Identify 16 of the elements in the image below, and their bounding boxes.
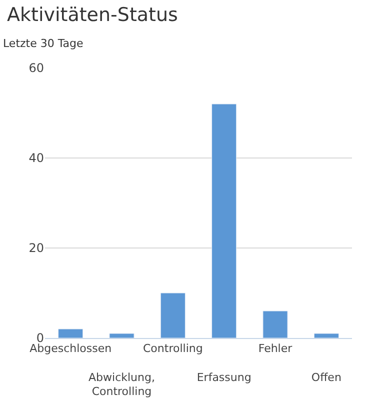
chart-subtitle: Letzte 30 Tage — [3, 37, 84, 50]
bar — [109, 333, 134, 338]
y-tick-label: 60 — [28, 61, 44, 76]
bar — [160, 292, 186, 338]
chart-title: Aktivitäten-Status — [7, 4, 178, 26]
y-tick-label: 20 — [28, 241, 44, 256]
y-tick-label: 40 — [28, 151, 44, 166]
bar — [314, 333, 339, 338]
x-tick-label: Abwicklung, Controlling — [88, 370, 155, 398]
x-tick-label: Fehler — [258, 342, 293, 356]
x-tick-label: Controlling — [143, 342, 203, 356]
bar — [58, 328, 84, 338]
bar — [262, 310, 288, 338]
bar — [212, 104, 237, 338]
x-tick-label: Erfassung — [196, 370, 252, 384]
x-tick-label: Offen — [311, 370, 342, 384]
